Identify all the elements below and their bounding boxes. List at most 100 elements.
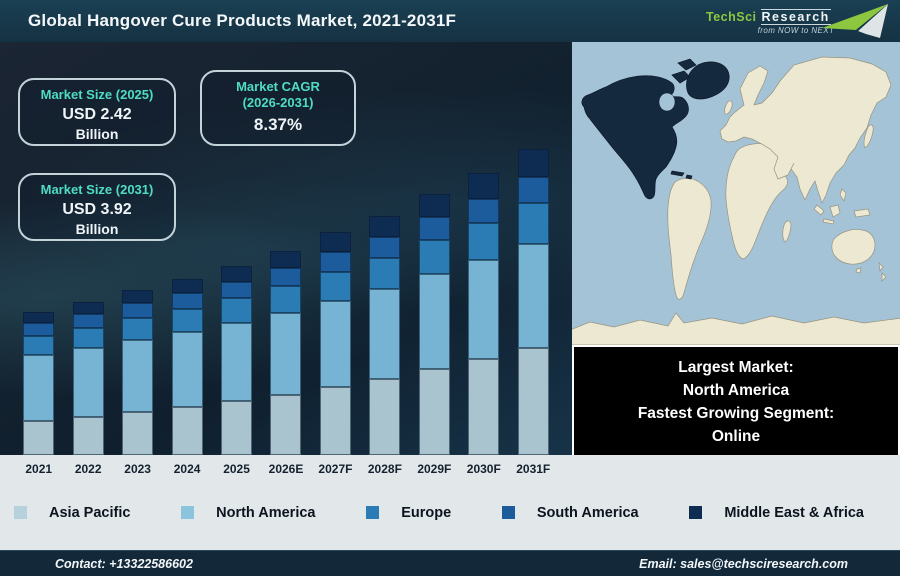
year-label-2031f: 2031F — [516, 462, 551, 476]
bar-segment-north-america — [171, 332, 203, 407]
year-label-2022: 2022 — [74, 462, 102, 476]
bar-segment-south-america — [418, 217, 450, 240]
bar-segment-asia-pacific — [171, 407, 203, 455]
year-label-2023: 2023 — [124, 462, 151, 476]
year-label-2030f: 2030F — [466, 462, 501, 476]
legend-label: North America — [216, 504, 316, 521]
year-label-2029f: 2029F — [417, 462, 452, 476]
bar-2026e — [261, 251, 310, 455]
bar-segment-north-america — [221, 323, 253, 401]
bar-segment-middle-east-africa — [517, 149, 549, 177]
bar-segment-europe — [171, 309, 203, 332]
bar-segment-north-america — [369, 289, 401, 379]
callout-text: Largest Market: North America Fastest Gr… — [638, 356, 834, 448]
world-map — [569, 42, 900, 346]
largest-market-label: Largest Market: — [678, 358, 794, 376]
legend-item-europe: Europe — [366, 505, 451, 521]
bar-segment-europe — [221, 298, 253, 323]
page-title: Global Hangover Cure Products Market, 20… — [28, 11, 457, 30]
bar-segment-asia-pacific — [72, 417, 104, 455]
bar-segment-asia-pacific — [418, 369, 450, 455]
bar-segment-middle-east-africa — [72, 302, 104, 314]
bar-segment-middle-east-africa — [369, 216, 401, 237]
bar-2030f — [459, 173, 508, 455]
bar-2025 — [212, 266, 261, 455]
year-label-2027f: 2027F — [318, 462, 353, 476]
bar-segment-asia-pacific — [221, 401, 253, 455]
logo-tagline: from NOW to NEXT — [757, 26, 835, 35]
bar-segment-middle-east-africa — [270, 251, 302, 268]
bar-segment-south-america — [369, 237, 401, 258]
bar-segment-asia-pacific — [23, 421, 55, 455]
badge-value: USD 2.42 — [62, 106, 132, 123]
year-label-2028f: 2028F — [367, 462, 402, 476]
bar-segment-europe — [517, 203, 549, 244]
bar-segment-asia-pacific — [319, 387, 351, 455]
bar-segment-europe — [468, 223, 500, 260]
year-label-2024: 2024 — [173, 462, 201, 476]
badge-label: Market Size (2031) — [40, 182, 154, 197]
bar-segment-north-america — [517, 244, 549, 348]
bar-segment-north-america — [122, 340, 154, 412]
badge-label: Market CAGR (2026-2031) — [236, 79, 320, 110]
bar-segment-middle-east-africa — [23, 312, 55, 323]
bar-segment-south-america — [517, 177, 549, 203]
logo-brand-secondary: Research — [760, 9, 831, 25]
legend-swatch-icon — [181, 506, 195, 519]
bar-segment-europe — [369, 258, 401, 289]
brand-logo: TechSci Research from NOW to NEXT — [706, 3, 888, 41]
bar-2028f — [360, 216, 409, 455]
bar-segment-south-america — [319, 252, 351, 272]
bar-segment-middle-east-africa — [122, 290, 154, 303]
bar-segment-asia-pacific — [468, 359, 500, 455]
bar-segment-asia-pacific — [270, 395, 302, 455]
legend-label: Middle East & Africa — [724, 504, 864, 521]
bar-segment-south-america — [23, 323, 55, 336]
bar-segment-middle-east-africa — [319, 232, 351, 252]
fastest-segment-value: Online — [711, 427, 761, 445]
bar-segment-middle-east-africa — [468, 173, 500, 199]
bar-segment-europe — [122, 318, 154, 340]
bar-segment-europe — [270, 286, 302, 313]
map-land — [569, 56, 900, 346]
badge-market-size-2031: Market Size (2031) USD 3.92 Billion — [18, 173, 176, 241]
bar-segment-north-america — [418, 274, 450, 369]
year-label-2026e: 2026E — [268, 462, 304, 476]
chart-legend: Asia Pacific North America Europe South Ame… — [0, 483, 900, 550]
bar-segment-south-america — [221, 282, 253, 298]
logo-brand-primary: TechSci — [706, 10, 757, 24]
chart-panel: Market Size (2025) USD 2.42 Billion Mark… — [0, 42, 572, 455]
legend-swatch-icon — [501, 506, 515, 519]
bar-segment-north-america — [270, 313, 302, 395]
header-bar: Global Hangover Cure Products Market, 20… — [0, 0, 900, 42]
legend-swatch-icon — [689, 506, 703, 519]
badge-value: 8.37% — [253, 115, 303, 134]
bar-segment-north-america — [319, 301, 351, 387]
bottom-strip: 2021 2022 2023 2024 2025 2026E 2027F 2028F 2029F… — [0, 455, 900, 550]
bar-segment-asia-pacific — [369, 379, 401, 455]
legend-label: South America — [536, 504, 639, 521]
contact-phone: Contact: +13322586602 — [55, 556, 193, 571]
bar-segment-south-america — [122, 303, 154, 318]
bar-2031f — [509, 149, 558, 455]
badge-unit: Billion — [75, 126, 119, 142]
bar-segment-south-america — [171, 293, 203, 309]
bar-segment-europe — [72, 328, 104, 348]
bar-2029f — [410, 194, 459, 455]
fastest-segment-label: Fastest Growing Segment: — [637, 404, 835, 422]
bar-2027f — [311, 232, 360, 455]
legend-item-asia-pacific: Asia Pacific — [14, 505, 130, 521]
contact-email: Email: sales@techsciresearch.com — [639, 556, 848, 571]
bar-segment-south-america — [72, 314, 104, 328]
bar-segment-south-america — [468, 199, 500, 223]
year-label-2025: 2025 — [223, 462, 250, 476]
bars-row — [0, 42, 572, 455]
badge-unit: Billion — [75, 221, 119, 237]
bar-segment-north-america — [23, 355, 55, 421]
year-label-2021: 2021 — [25, 462, 53, 476]
bar-segment-middle-east-africa — [221, 266, 253, 282]
bar-segment-middle-east-africa — [418, 194, 450, 217]
bar-segment-asia-pacific — [122, 412, 154, 455]
bar-2022 — [63, 302, 112, 455]
bar-segment-north-america — [72, 348, 104, 417]
